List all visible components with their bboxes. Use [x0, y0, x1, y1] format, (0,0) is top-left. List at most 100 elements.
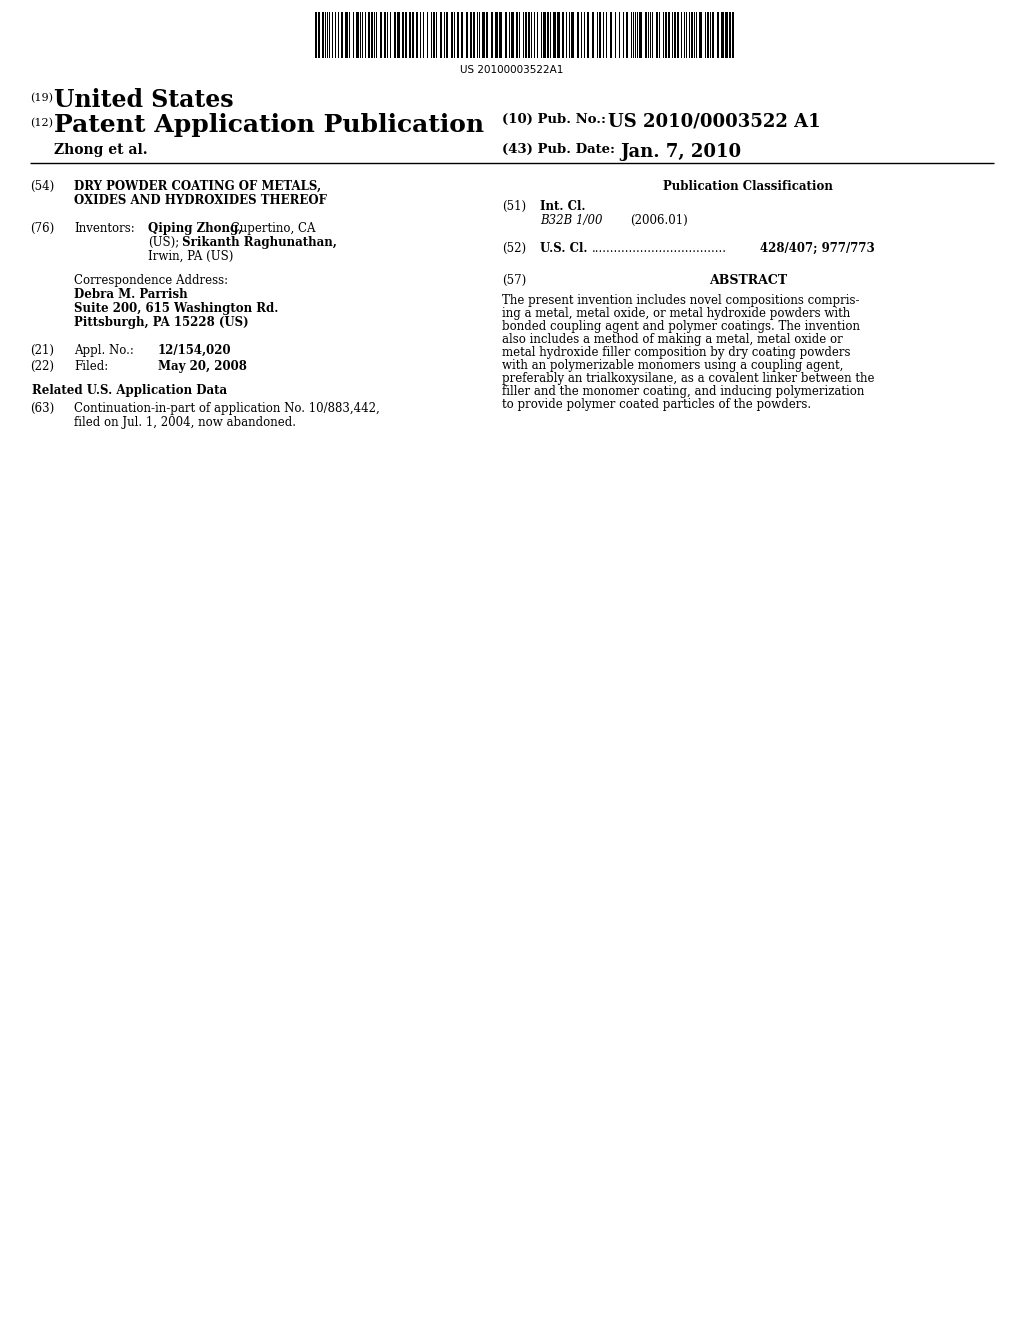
Bar	[516, 12, 518, 58]
Bar	[356, 12, 359, 58]
Text: U.S. Cl.: U.S. Cl.	[540, 242, 588, 255]
Text: Int. Cl.: Int. Cl.	[540, 201, 586, 213]
Bar	[717, 12, 719, 58]
Bar	[505, 12, 507, 58]
Text: Continuation-in-part of application No. 10/883,442,: Continuation-in-part of application No. …	[74, 403, 380, 414]
Bar	[402, 12, 404, 58]
Text: OXIDES AND HYDROXIDES THEREOF: OXIDES AND HYDROXIDES THEREOF	[74, 194, 327, 207]
Bar	[677, 12, 679, 58]
Bar	[645, 12, 647, 58]
Text: (54): (54)	[30, 180, 54, 193]
Bar	[341, 12, 343, 58]
Bar	[712, 12, 714, 58]
Bar	[610, 12, 612, 58]
Bar	[451, 12, 453, 58]
Bar	[371, 12, 373, 58]
Text: ing a metal, metal oxide, or metal hydroxide powders with: ing a metal, metal oxide, or metal hydro…	[502, 308, 850, 319]
Text: (US);: (US);	[148, 236, 179, 249]
Bar	[322, 12, 324, 58]
Bar	[528, 12, 530, 58]
Text: filler and the monomer coating, and inducing polymerization: filler and the monomer coating, and indu…	[502, 385, 864, 399]
Bar	[482, 12, 485, 58]
Bar	[318, 12, 319, 58]
Bar	[368, 12, 370, 58]
Bar	[380, 12, 382, 58]
Text: preferably an trialkoxysilane, as a covalent linker between the: preferably an trialkoxysilane, as a cova…	[502, 372, 874, 385]
Bar	[461, 12, 463, 58]
Bar	[315, 12, 317, 58]
Text: Jan. 7, 2010: Jan. 7, 2010	[620, 143, 741, 161]
Text: (10) Pub. No.:: (10) Pub. No.:	[502, 114, 606, 125]
Bar	[721, 12, 724, 58]
Bar	[571, 12, 574, 58]
Text: (2006.01): (2006.01)	[630, 214, 688, 227]
Text: Appl. No.:: Appl. No.:	[74, 345, 134, 356]
Text: Pittsburgh, PA 15228 (US): Pittsburgh, PA 15228 (US)	[74, 315, 249, 329]
Bar	[409, 12, 411, 58]
Text: US 20100003522A1: US 20100003522A1	[461, 65, 563, 75]
Bar	[547, 12, 549, 58]
Text: Qiping Zhong,: Qiping Zhong,	[148, 222, 243, 235]
Bar	[707, 12, 709, 58]
Bar	[562, 12, 564, 58]
Bar	[592, 12, 594, 58]
Text: Cupertino, CA: Cupertino, CA	[227, 222, 315, 235]
Bar	[499, 12, 502, 58]
Bar	[345, 12, 348, 58]
Text: (12): (12)	[30, 117, 53, 128]
Bar	[656, 12, 658, 58]
Bar	[470, 12, 472, 58]
Bar	[397, 12, 400, 58]
Bar	[553, 12, 556, 58]
Bar	[511, 12, 514, 58]
Text: (76): (76)	[30, 222, 54, 235]
Bar	[394, 12, 396, 58]
Text: (43) Pub. Date:: (43) Pub. Date:	[502, 143, 615, 156]
Bar	[729, 12, 731, 58]
Text: (57): (57)	[502, 275, 526, 286]
Text: metal hydroxide filler composition by dry coating powders: metal hydroxide filler composition by dr…	[502, 346, 851, 359]
Text: 428/407; 977/773: 428/407; 977/773	[760, 242, 874, 255]
Text: with an polymerizable monomers using a coupling agent,: with an polymerizable monomers using a c…	[502, 359, 844, 372]
Text: Patent Application Publication: Patent Application Publication	[54, 114, 484, 137]
Text: B32B 1/00: B32B 1/00	[540, 214, 602, 227]
Text: 12/154,020: 12/154,020	[158, 345, 231, 356]
Bar	[433, 12, 435, 58]
Bar	[587, 12, 589, 58]
Text: ....................................: ....................................	[592, 242, 727, 255]
Text: Srikanth Raghunathan,: Srikanth Raghunathan,	[178, 236, 337, 249]
Bar	[557, 12, 560, 58]
Text: (21): (21)	[30, 345, 54, 356]
Text: US 2010/0003522 A1: US 2010/0003522 A1	[608, 114, 820, 131]
Bar	[490, 12, 493, 58]
Bar	[440, 12, 442, 58]
Bar	[691, 12, 693, 58]
Text: United States: United States	[54, 88, 233, 112]
Text: (52): (52)	[502, 242, 526, 255]
Text: bonded coupling agent and polymer coatings. The invention: bonded coupling agent and polymer coatin…	[502, 319, 860, 333]
Text: Correspondence Address:: Correspondence Address:	[74, 275, 228, 286]
Text: Related U.S. Application Data: Related U.S. Application Data	[33, 384, 227, 397]
Bar	[406, 12, 407, 58]
Bar	[473, 12, 475, 58]
Bar	[466, 12, 468, 58]
Bar	[639, 12, 642, 58]
Text: (19): (19)	[30, 92, 53, 103]
Text: Publication Classification: Publication Classification	[664, 180, 833, 193]
Bar	[446, 12, 449, 58]
Text: filed on Jul. 1, 2004, now abandoned.: filed on Jul. 1, 2004, now abandoned.	[74, 416, 296, 429]
Bar	[599, 12, 601, 58]
Text: Debra M. Parrish: Debra M. Parrish	[74, 288, 187, 301]
Text: The present invention includes novel compositions compris-: The present invention includes novel com…	[502, 294, 859, 308]
Bar	[416, 12, 418, 58]
Text: Suite 200, 615 Washington Rd.: Suite 200, 615 Washington Rd.	[74, 302, 279, 315]
Bar	[626, 12, 628, 58]
Text: (63): (63)	[30, 403, 54, 414]
Text: May 20, 2008: May 20, 2008	[158, 360, 247, 374]
Text: (22): (22)	[30, 360, 54, 374]
Bar	[525, 12, 527, 58]
Text: also includes a method of making a metal, metal oxide or: also includes a method of making a metal…	[502, 333, 843, 346]
Text: ABSTRACT: ABSTRACT	[709, 275, 787, 286]
Bar	[486, 12, 488, 58]
Text: (51): (51)	[502, 201, 526, 213]
